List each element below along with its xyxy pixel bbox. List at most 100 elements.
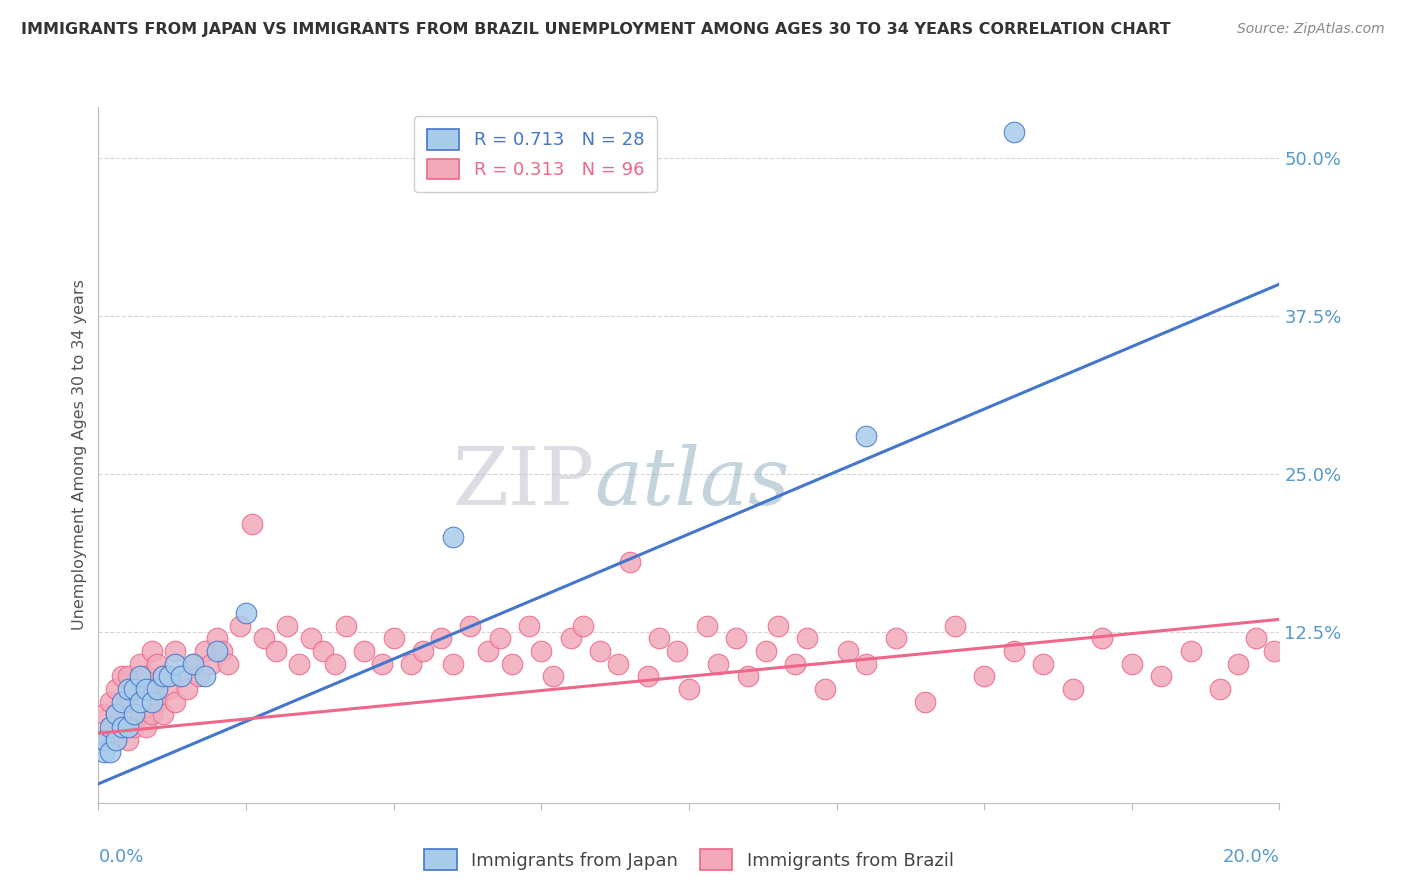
Point [194, 669, 217, 683]
Point [105, 732, 128, 747]
Point [541, 669, 564, 683]
Point [1227, 657, 1250, 671]
Point [98, 720, 121, 734]
Point [589, 644, 612, 658]
Point [441, 530, 464, 544]
Point [312, 644, 335, 658]
Point [152, 707, 174, 722]
Text: IMMIGRANTS FROM JAPAN VS IMMIGRANTS FROM BRAZIL UNEMPLOYMENT AMONG AGES 30 TO 34: IMMIGRANTS FROM JAPAN VS IMMIGRANTS FROM… [21, 22, 1171, 37]
Point [401, 657, 423, 671]
Point [973, 669, 995, 683]
Point [105, 681, 128, 696]
Point [117, 695, 139, 709]
Point [460, 618, 482, 632]
Point [181, 657, 204, 671]
Point [141, 644, 163, 658]
Point [152, 669, 174, 683]
Point [93, 732, 115, 747]
Point [98, 695, 121, 709]
Point [489, 632, 512, 646]
Point [353, 644, 375, 658]
Point [766, 618, 789, 632]
Point [1062, 681, 1084, 696]
Point [837, 644, 859, 658]
Point [105, 707, 128, 722]
Text: atlas: atlas [595, 444, 790, 522]
Point [141, 707, 163, 722]
Point [571, 618, 593, 632]
Point [157, 681, 180, 696]
Point [135, 720, 157, 734]
Point [1002, 125, 1025, 139]
Point [117, 681, 139, 696]
Point [194, 644, 217, 658]
Point [111, 695, 134, 709]
Point [187, 669, 209, 683]
Point [152, 669, 174, 683]
Point [205, 632, 228, 646]
Point [382, 632, 405, 646]
Point [135, 681, 157, 696]
Point [412, 644, 434, 658]
Point [666, 644, 689, 658]
Point [98, 745, 121, 759]
Point [217, 657, 239, 671]
Point [128, 657, 150, 671]
Point [146, 695, 169, 709]
Point [240, 517, 263, 532]
Point [111, 720, 134, 734]
Point [607, 657, 630, 671]
Point [276, 618, 298, 632]
Point [648, 632, 671, 646]
Point [146, 681, 169, 696]
Point [519, 618, 541, 632]
Point [141, 695, 163, 709]
Point [122, 681, 145, 696]
Point [111, 720, 134, 734]
Point [914, 695, 936, 709]
Point [678, 681, 700, 696]
Point [105, 707, 128, 722]
Point [205, 644, 228, 658]
Point [141, 681, 163, 696]
Point [200, 657, 222, 671]
Point [288, 657, 311, 671]
Point [229, 618, 252, 632]
Text: ZIP: ZIP [453, 443, 595, 522]
Point [105, 732, 128, 747]
Point [128, 669, 150, 683]
Point [211, 644, 233, 658]
Point [165, 695, 187, 709]
Point [707, 657, 730, 671]
Point [335, 618, 357, 632]
Point [93, 745, 115, 759]
Point [176, 681, 198, 696]
Point [1263, 644, 1285, 658]
Point [637, 669, 659, 683]
Point [725, 632, 748, 646]
Point [146, 657, 169, 671]
Point [135, 669, 157, 683]
Point [1032, 657, 1054, 671]
Point [1244, 632, 1267, 646]
Point [111, 669, 134, 683]
Point [814, 681, 837, 696]
Point [619, 556, 641, 570]
Point [117, 732, 139, 747]
Point [299, 632, 322, 646]
Point [117, 720, 139, 734]
Point [530, 644, 553, 658]
Point [430, 632, 453, 646]
Point [796, 632, 818, 646]
Point [93, 707, 115, 722]
Point [1121, 657, 1143, 671]
Point [855, 657, 877, 671]
Point [943, 618, 966, 632]
Point [157, 669, 180, 683]
Text: 0.0%: 0.0% [98, 848, 143, 866]
Point [1150, 669, 1173, 683]
Point [253, 632, 276, 646]
Legend: Immigrants from Japan, Immigrants from Brazil: Immigrants from Japan, Immigrants from B… [418, 842, 960, 877]
Point [855, 429, 877, 443]
Point [755, 644, 778, 658]
